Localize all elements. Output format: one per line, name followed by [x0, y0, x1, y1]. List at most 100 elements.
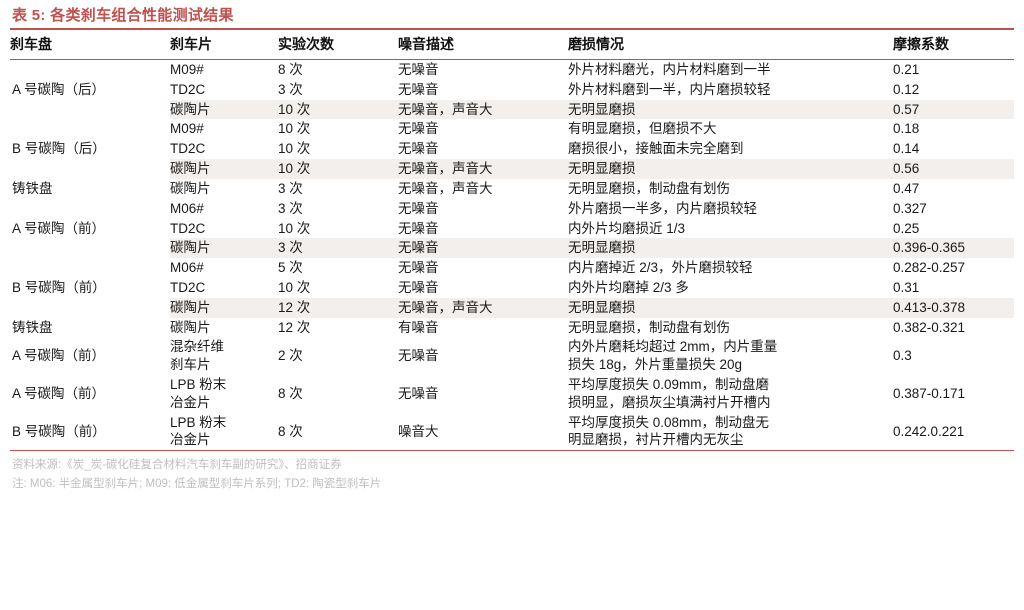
cell-noise: 无噪音 — [398, 81, 439, 97]
cell-noise: 无噪音，声音大 — [398, 99, 568, 120]
cell-pad: 碳陶片 — [170, 99, 278, 120]
cell-pad: TD2C — [170, 81, 206, 97]
cell-wear: 外片材料磨到一半，内片磨损较轻 — [568, 81, 771, 97]
cell-coef: 0.282-0.257 — [893, 260, 966, 276]
cell-coef: 0.327 — [893, 200, 927, 216]
table-row: M09# 10 次 无噪音 有明显磨损，但磨损不大 0.18 — [10, 119, 1014, 139]
cell-disc: A 号碳陶（后） — [12, 81, 106, 97]
cell-coef: 0.21 — [893, 62, 920, 77]
cell-times: 12 次 — [278, 319, 311, 335]
cell-disc: 铸铁盘 — [12, 319, 53, 335]
cell-wear: 有明显磨损，但磨损不大 — [568, 121, 717, 137]
cell-noise: 噪音大 — [398, 423, 439, 439]
cell-noise: 无噪音 — [398, 121, 439, 137]
cell-pad: M06# — [170, 260, 204, 276]
cell-wear: 内外片均磨掉 2/3 多 — [568, 279, 689, 295]
cell-noise: 无噪音 — [398, 385, 439, 401]
cell-noise: 无噪音 — [398, 200, 439, 216]
cell-pad: LPB 粉末 冶金片 — [170, 414, 227, 448]
page-title: 表 5: 各类刹车组合性能测试结果 — [12, 6, 234, 24]
cell-pad: 碳陶片 — [170, 297, 278, 318]
abbreviation-note: 注: M06: 半金属型刹车片; M09: 低金属型刹车片系列; TD2: 陶瓷… — [12, 478, 382, 491]
cell-wear: 无明显磨损，制动盘有划伤 — [568, 180, 730, 196]
cell-coef: 0.12 — [893, 81, 920, 97]
cell-noise: 无噪音，声音大 — [398, 297, 568, 318]
cell-times: 12 次 — [278, 297, 398, 318]
cell-wear: 外片磨损一半多，内片磨损较轻 — [568, 200, 757, 216]
cell-wear: 磨损很小，接触面未完全磨到 — [568, 141, 744, 157]
table-row: A 号碳陶（前） 混杂纤维 刹车片 2 次 无噪音 内外片磨耗均超过 2mm，内片重量 损失… — [10, 337, 1014, 375]
table-row: B 号碳陶（前） TD2C 10 次 无噪音 内外片均磨掉 2/3 多 0.31 — [10, 278, 1014, 298]
cell-wear: 外片材料磨光，内片材料磨到一半 — [568, 62, 771, 77]
table-row: A 号碳陶（后） TD2C 3 次 无噪音 外片材料磨到一半，内片磨损较轻 0.12 — [10, 80, 1014, 100]
cell-times: 8 次 — [278, 385, 303, 401]
cell-pad: 碳陶片 — [170, 159, 278, 179]
cell-wear: 无明显磨损，制动盘有划伤 — [568, 319, 730, 335]
cell-pad: M09# — [170, 62, 204, 77]
cell-pad: 碳陶片 — [170, 319, 211, 335]
table-row: B 号碳陶（后） TD2C 10 次 无噪音 磨损很小，接触面未完全磨到 0.14 — [10, 139, 1014, 159]
cell-coef: 0.387-0.171 — [893, 385, 966, 401]
cell-pad: 碳陶片 — [170, 238, 278, 259]
table-row: 碳陶片 3 次无噪音 无明显磨损 0.396-0.365 — [10, 238, 1014, 259]
cell-coef: 0.31 — [893, 279, 920, 295]
column-header-times: 实验次数 — [278, 36, 334, 52]
cell-wear: 无明显磨损 — [568, 297, 893, 318]
cell-noise: 无噪音 — [398, 279, 439, 295]
cell-times: 3 次 — [278, 180, 303, 196]
cell-noise: 有噪音 — [398, 319, 439, 335]
cell-disc — [10, 119, 170, 139]
column-header-wear: 磨损情况 — [568, 36, 624, 52]
cell-wear: 内外片均磨损近 1/3 — [568, 220, 686, 236]
table-row: M06# 5 次 无噪音 内片磨掉近 2/3，外片磨损较轻 0.282-0.257 — [10, 258, 1014, 278]
cell-times: 8 次 — [278, 62, 303, 77]
cell-pad: TD2C — [170, 279, 206, 295]
cell-disc: A 号碳陶（前） — [12, 385, 106, 401]
cell-coef: 0.242.0.221 — [893, 423, 965, 439]
footer-divider — [10, 450, 1014, 452]
cell-disc: B 号碳陶（前） — [12, 423, 106, 439]
cell-times: 5 次 — [278, 260, 303, 276]
cell-pad: M06# — [170, 200, 204, 216]
cell-pad: 碳陶片 — [170, 180, 211, 196]
cell-times: 10 次 — [278, 121, 311, 137]
cell-disc — [10, 297, 170, 318]
cell-times: 10 次 — [278, 99, 398, 120]
cell-times: 10 次 — [278, 159, 398, 179]
table-row: 碳陶片 12 次无噪音，声音大 无明显磨损 0.413-0.378 — [10, 297, 1014, 318]
cell-disc — [10, 238, 170, 259]
header-row: 刹车盘 刹车片 实验次数 噪音描述 磨损情况 摩擦系数 — [10, 30, 1014, 59]
cell-disc: B 号碳陶（前） — [12, 279, 106, 295]
cell-noise: 无噪音 — [398, 62, 439, 77]
source-note: 资料来源:《炭_炭-碳化硅复合材料汽车刹车副的研究》、招商证券 — [12, 459, 342, 472]
cell-coef: 0.413-0.378 — [893, 297, 1014, 318]
cell-noise: 无噪音 — [398, 220, 439, 236]
table-row: 铸铁盘 碳陶片 12 次 有噪音 无明显磨损，制动盘有划伤 0.382-0.321 — [10, 318, 1014, 338]
cell-wear: 无明显磨损 — [568, 238, 893, 259]
performance-table: 刹车盘 刹车片 实验次数 噪音描述 磨损情况 摩擦系数 — [10, 30, 1014, 59]
cell-pad: M09# — [170, 121, 204, 137]
cell-times: 10 次 — [278, 141, 311, 157]
column-header-coef: 摩擦系数 — [893, 36, 949, 52]
header-divider — [10, 59, 1014, 60]
cell-disc — [10, 60, 170, 80]
cell-disc: 铸铁盘 — [12, 180, 53, 196]
cell-pad: TD2C — [170, 220, 206, 236]
cell-coef: 0.47 — [893, 180, 920, 196]
cell-coef: 0.396-0.365 — [893, 238, 1014, 259]
table-row: B 号碳陶（前） LPB 粉末 冶金片 8 次 噪音大 平均厚度损失 0.08mm，制动盘… — [10, 413, 1014, 451]
table-row: M06# 3 次 无噪音 外片磨损一半多，内片磨损较轻 0.327 — [10, 199, 1014, 219]
cell-times: 3 次 — [278, 81, 303, 97]
cell-times: 10 次 — [278, 220, 311, 236]
cell-coef: 0.14 — [893, 141, 920, 157]
cell-noise: 无噪音，声音大 — [398, 180, 493, 196]
table-body: M09# 8 次无噪音 外片材料磨光，内片材料磨到一半 0.21 A 号碳陶（后） TD2… — [10, 60, 1014, 450]
cell-disc: A 号碳陶（前） — [12, 220, 106, 236]
cell-wear: 无明显磨损 — [568, 99, 893, 120]
performance-table-body: M09# 8 次无噪音 外片材料磨光，内片材料磨到一半 0.21 A 号碳陶（后） TD2… — [10, 60, 1014, 450]
cell-coef: 0.18 — [893, 121, 920, 137]
cell-disc — [10, 199, 170, 219]
cell-coef: 0.57 — [893, 99, 1014, 120]
figure-title-bar: 表 5: 各类刹车组合性能测试结果 — [10, 0, 1014, 28]
cell-noise: 无噪音 — [398, 238, 568, 259]
